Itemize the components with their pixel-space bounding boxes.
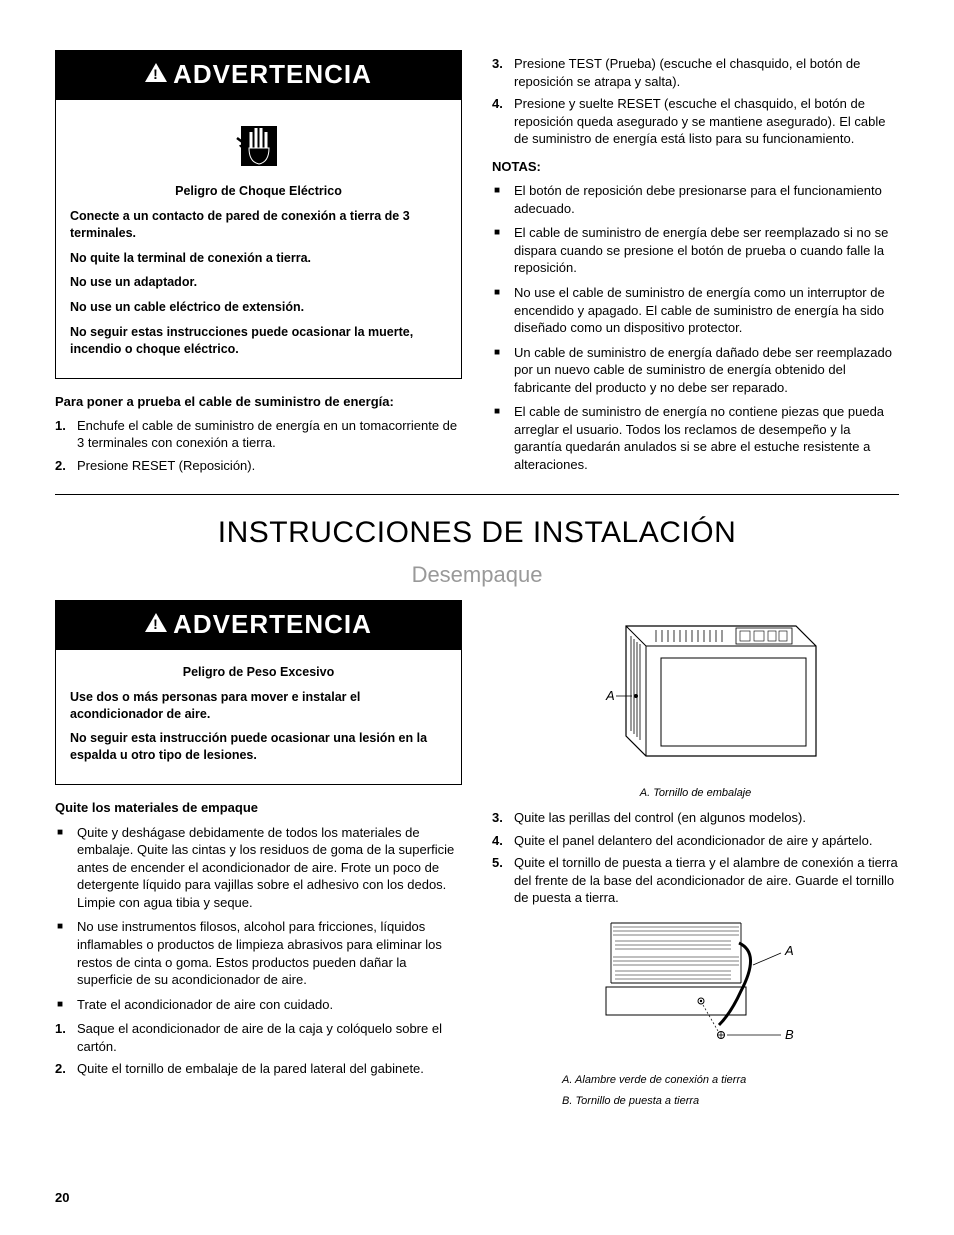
warning-sub-1: Peligro de Choque Eléctrico bbox=[70, 183, 447, 200]
list-item: Presione TEST (Prueba) (escuche el chasq… bbox=[492, 55, 899, 90]
list-item: No use instrumentos filosos, alcohol par… bbox=[55, 918, 462, 988]
svg-text:A: A bbox=[605, 688, 615, 703]
fig1-caption: A. Tornillo de embalaje bbox=[492, 786, 899, 801]
list-item: El cable de suministro de energía debe s… bbox=[492, 224, 899, 277]
top-left-column: ADVERTENCIA Peligro de Choque Eléctrico … bbox=[55, 50, 462, 480]
right-steps2-list: Quite las perillas del control (en algun… bbox=[492, 809, 899, 907]
warning-box-electrical: ADVERTENCIA Peligro de Choque Eléctrico … bbox=[55, 50, 462, 379]
bottom-left-column: ADVERTENCIA Peligro de Peso Excesivo Use… bbox=[55, 600, 462, 1111]
warning-line: Use dos o más personas para mover e inst… bbox=[70, 689, 447, 723]
notas-heading: NOTAS: bbox=[492, 158, 899, 176]
notas-list: El botón de reposición debe presionarse … bbox=[492, 182, 899, 473]
shock-hand-icon bbox=[70, 118, 447, 179]
warning-triangle-icon bbox=[145, 63, 167, 82]
fig2-caption-a: A. Alambre verde de conexión a tierra bbox=[562, 1073, 899, 1088]
top-right-column: Presione TEST (Prueba) (escuche el chasq… bbox=[492, 50, 899, 480]
page-number: 20 bbox=[55, 1189, 69, 1207]
warning-box-weight: ADVERTENCIA Peligro de Peso Excesivo Use… bbox=[55, 600, 462, 785]
figure-ground-wire: A B bbox=[492, 913, 899, 1068]
warning-body-2: Peligro de Peso Excesivo Use dos o más p… bbox=[56, 650, 461, 784]
figure-ac-unit: A bbox=[492, 606, 899, 781]
warning-triangle-icon bbox=[145, 613, 167, 632]
list-item: Saque el acondicionador de aire de la ca… bbox=[55, 1020, 462, 1055]
warning-line: Conecte a un contacto de pared de conexi… bbox=[70, 208, 447, 242]
list-item: El botón de reposición debe presionarse … bbox=[492, 182, 899, 217]
bottom-section: ADVERTENCIA Peligro de Peso Excesivo Use… bbox=[55, 600, 899, 1111]
fig2-caption-b: B. Tornillo de puesta a tierra bbox=[562, 1094, 899, 1109]
unpack-heading: Desempaque bbox=[55, 560, 899, 590]
list-item: Quite las perillas del control (en algun… bbox=[492, 809, 899, 827]
list-item: Quite el tornillo de puesta a tierra y e… bbox=[492, 854, 899, 907]
list-item: Trate el acondicionador de aire con cuid… bbox=[55, 996, 462, 1014]
warning-header-2: ADVERTENCIA bbox=[56, 601, 461, 650]
remove-bullets: Quite y deshágase debidamente de todos l… bbox=[55, 824, 462, 1013]
install-heading: INSTRUCCIONES DE INSTALACIÓN bbox=[55, 513, 899, 554]
warning-title-1: ADVERTENCIA bbox=[173, 57, 372, 92]
top-section: ADVERTENCIA Peligro de Choque Eléctrico … bbox=[55, 50, 899, 480]
list-item: Presione RESET (Reposición). bbox=[55, 457, 462, 475]
list-item: No use el cable de suministro de energía… bbox=[492, 284, 899, 337]
warning-line: No seguir estas instrucciones puede ocas… bbox=[70, 324, 447, 358]
warning-line: No use un adaptador. bbox=[70, 274, 447, 291]
list-item: Quite el panel delantero del acondiciona… bbox=[492, 832, 899, 850]
svg-text:B: B bbox=[785, 1027, 794, 1042]
list-item: Presione y suelte RESET (escuche el chas… bbox=[492, 95, 899, 148]
warning-title-2: ADVERTENCIA bbox=[173, 607, 372, 642]
warning-body-1: Peligro de Choque Eléctrico Conecte a un… bbox=[56, 100, 461, 378]
test-heading: Para poner a prueba el cable de suminist… bbox=[55, 393, 462, 411]
list-item: Enchufe el cable de suministro de energí… bbox=[55, 417, 462, 452]
svg-text:A: A bbox=[784, 943, 794, 958]
right-steps-list: Presione TEST (Prueba) (escuche el chasq… bbox=[492, 55, 899, 148]
remove-heading: Quite los materiales de empaque bbox=[55, 799, 462, 817]
warning-sub-2: Peligro de Peso Excesivo bbox=[70, 664, 447, 681]
list-item: El cable de suministro de energía no con… bbox=[492, 403, 899, 473]
warning-line: No use un cable eléctrico de extensión. bbox=[70, 299, 447, 316]
test-steps-list: Enchufe el cable de suministro de energí… bbox=[55, 417, 462, 475]
remove-steps: Saque el acondicionador de aire de la ca… bbox=[55, 1020, 462, 1078]
list-item: Un cable de suministro de energía dañado… bbox=[492, 344, 899, 397]
section-separator bbox=[55, 494, 899, 495]
list-item: Quite el tornillo de embalaje de la pare… bbox=[55, 1060, 462, 1078]
list-item: Quite y deshágase debidamente de todos l… bbox=[55, 824, 462, 912]
warning-line: No quite la terminal de conexión a tierr… bbox=[70, 250, 447, 267]
bottom-right-column: A A. Tornillo de embalaje Quite las peri… bbox=[492, 600, 899, 1111]
warning-line: No seguir esta instrucción puede ocasion… bbox=[70, 730, 447, 764]
warning-header-1: ADVERTENCIA bbox=[56, 51, 461, 100]
